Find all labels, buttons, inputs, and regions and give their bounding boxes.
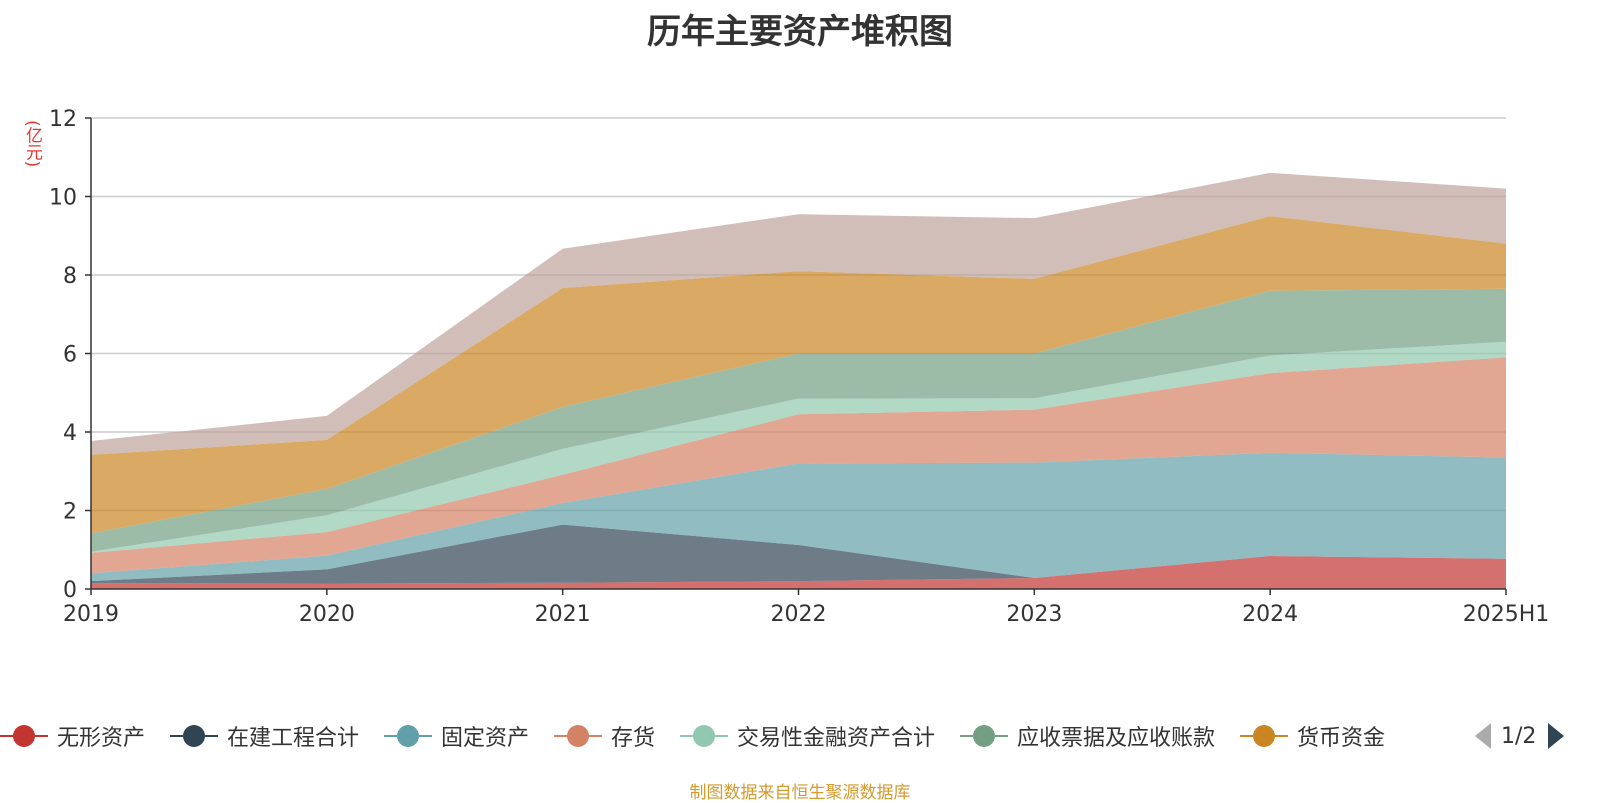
x-tick-label: 2022 xyxy=(771,602,827,627)
chart-title: 历年主要资产堆积图 xyxy=(647,12,953,52)
legend-marker-icon xyxy=(1240,724,1288,748)
area-series xyxy=(91,341,1506,553)
x-tick-label: 2024 xyxy=(1242,602,1298,627)
legend-marker-icon xyxy=(680,724,728,748)
y-tick-label: 0 xyxy=(63,578,77,603)
y-tick-label: 2 xyxy=(63,500,77,525)
y-tick-label: 4 xyxy=(63,421,77,446)
legend-label: 交易性金融资产合计 xyxy=(737,726,936,751)
y-tick-label: 8 xyxy=(63,264,77,289)
legend-marker-icon xyxy=(554,724,602,748)
data-source-note: 制图数据来自恒生聚源数据库 xyxy=(689,783,911,803)
area-series xyxy=(91,216,1506,534)
legend-marker-icon xyxy=(170,724,218,748)
legend-pager: 1/2 xyxy=(1475,718,1565,754)
legend-marker-icon xyxy=(0,724,48,748)
y-tick-label: 10 xyxy=(49,186,77,211)
legend-item-monetary-funds[interactable]: 货币资金 xyxy=(1240,718,1385,754)
legend-marker-icon xyxy=(384,724,432,748)
y-tick-label: 12 xyxy=(49,107,77,132)
legend-label: 存货 xyxy=(611,726,656,751)
legend-item-trading-financial-assets[interactable]: 交易性金融资产合计 xyxy=(680,718,935,754)
x-tick-label: 2021 xyxy=(535,602,591,627)
legend-item-construction-in-progress[interactable]: 在建工程合计 xyxy=(170,718,359,754)
x-tick-label: 2025H1 xyxy=(1463,602,1550,627)
chart-plot: 0 2 4 6 8 10 12 2019 2020 2021 2022 2023 2024 2025H1 xyxy=(49,107,1549,627)
y-axis-unit-label: (亿元) xyxy=(22,120,42,168)
legend-label: 无形资产 xyxy=(57,726,146,751)
legend-item-intangible-assets[interactable]: 无形资产 xyxy=(0,718,145,754)
legend-item-receivables[interactable]: 应收票据及应收账款 xyxy=(960,718,1215,754)
x-tick-label: 2020 xyxy=(299,602,355,627)
legend-label: 应收票据及应收账款 xyxy=(1017,726,1216,751)
y-tick-label: 6 xyxy=(63,343,77,368)
area-series xyxy=(91,452,1506,582)
area-series xyxy=(91,524,1506,584)
area-series xyxy=(91,288,1506,552)
axis-layer: 0 2 4 6 8 10 12 2019 2020 2021 2022 2023 2024 2025H1 xyxy=(49,107,1549,627)
legend-label: 货币资金 xyxy=(1297,726,1386,751)
x-tick-label: 2019 xyxy=(63,602,119,627)
area-series xyxy=(91,357,1506,574)
area-series xyxy=(91,172,1506,455)
legend-marker-icon xyxy=(960,724,1008,748)
x-tick-label: 2023 xyxy=(1006,602,1062,627)
legend-page-indicator: 1/2 xyxy=(1501,723,1537,749)
legend-prev-page-icon[interactable] xyxy=(1475,723,1491,749)
legend-item-fixed-assets[interactable]: 固定资产 xyxy=(384,718,529,754)
legend-item-inventory[interactable]: 存货 xyxy=(554,718,655,754)
legend-next-page-icon[interactable] xyxy=(1548,723,1565,749)
legend: 无形资产 在建工程合计 固定资产 存货 交易性金融资产合计 应收票据及应收账款 … xyxy=(0,718,1600,754)
area-layer xyxy=(91,172,1506,589)
legend-label: 在建工程合计 xyxy=(227,726,360,751)
area-series xyxy=(91,556,1506,589)
legend-label: 固定资产 xyxy=(441,726,530,751)
